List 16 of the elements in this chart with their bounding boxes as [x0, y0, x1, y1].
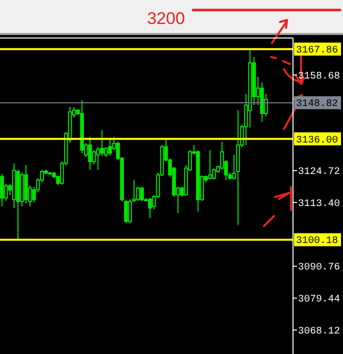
- ref-line-label: 3100.18: [296, 236, 338, 248]
- candlestick: [0, 174, 4, 207]
- candlestick: [88, 136, 92, 170]
- y-tick-label: 3113.40: [298, 198, 340, 210]
- y-tick-label: 3090.76: [298, 262, 340, 274]
- ref-line-label: 3148.82: [296, 99, 338, 110]
- ref-line-label: 3167.86: [296, 46, 338, 57]
- candlestick: [208, 150, 212, 180]
- ref-line-label: 3136.00: [296, 135, 338, 146]
- candlestick: [148, 197, 152, 218]
- candlestick: [108, 138, 112, 156]
- text: 3200: [147, 9, 185, 28]
- y-tick-label: 3124.72: [298, 167, 340, 178]
- candlestick: [140, 186, 144, 202]
- y-tick-label: 3068.12: [298, 326, 340, 338]
- y-tick-label: 3079.44: [298, 294, 340, 306]
